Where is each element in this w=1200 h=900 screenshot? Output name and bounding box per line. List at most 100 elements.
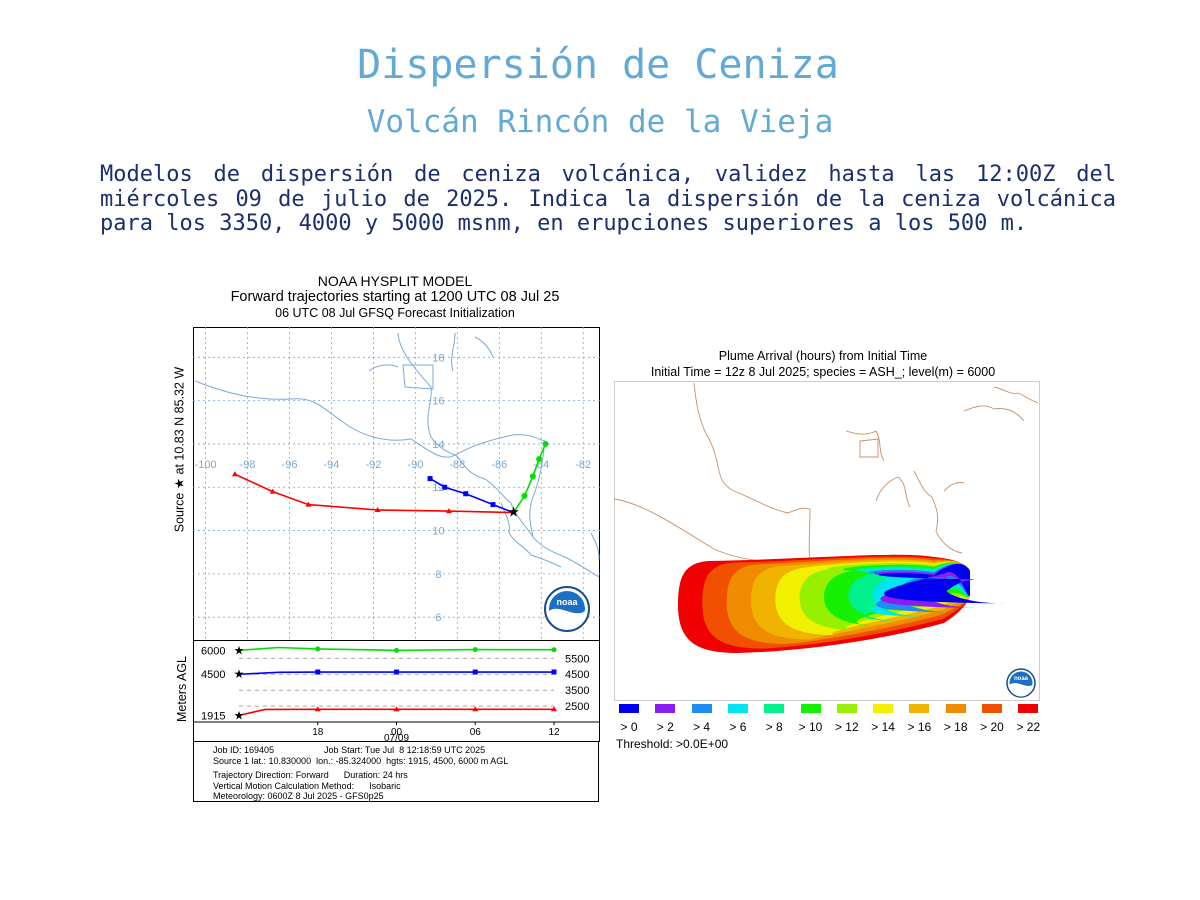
height-line: [238, 671, 554, 676]
legend-label: > 18: [943, 720, 968, 734]
trajectory-map: -100 -98 -96 -94 -92 -90 -88 -86 -84 -82181614121…: [193, 327, 600, 641]
info-line-1: Job ID: 169405 Job Start: Tue Jul 8 12:1…: [213, 745, 486, 755]
trajectory-marker: [542, 440, 549, 447]
height-left-tick: 6000: [201, 645, 225, 657]
trajectory-marker: [521, 492, 528, 499]
trajectory-info-box: Job ID: 169405 Job Start: Tue Jul 8 12:1…: [193, 741, 599, 802]
plume-subtitle: Initial Time = 12z 8 Jul 2025; species =…: [650, 365, 996, 379]
legend-label: > 16: [907, 720, 932, 734]
plume-band: [878, 564, 1006, 604]
map-lat-tick: 16: [432, 396, 444, 408]
source-star-icon: ★: [507, 505, 520, 521]
info-line-5: Meteorology: 0600Z 8 Jul 2025 - GFS0p25: [213, 791, 384, 801]
trajectory-header-line1: NOAA HYSPLIT MODEL: [317, 273, 473, 289]
legend-label: > 20: [980, 720, 1004, 734]
trajectory-map-coastline: [194, 332, 600, 578]
height-source-star-icon: ★: [234, 708, 245, 722]
legend-label: > 8: [765, 720, 783, 734]
map-lat-tick: 6: [435, 612, 441, 624]
legend-label: > 22: [1016, 720, 1041, 734]
legend-swatch: [764, 704, 785, 713]
legend-swatch: [655, 704, 676, 713]
height-marker: [394, 669, 399, 675]
description-text: Modelos de dispersión de ceniza volcánic…: [100, 162, 1116, 236]
legend-label: > 6: [729, 720, 747, 734]
map-lon-tick: -92: [365, 459, 381, 471]
trajectory-figure-header: NOAA HYSPLIT MODEL Forward trajectories …: [193, 273, 597, 321]
legend-label: > 0: [620, 720, 638, 734]
map-lat-tick: 18: [432, 352, 444, 364]
noaa-logo-plume: noaa: [1006, 668, 1036, 698]
height-right-tick: 3500: [565, 685, 589, 697]
legend-swatch: [619, 704, 639, 713]
height-source-star-icon: ★: [234, 643, 245, 657]
trajectory-marker: [442, 484, 448, 490]
height-chart-lines: ★ ★ ★: [234, 643, 557, 722]
height-marker: [394, 647, 399, 653]
legend-swatch: [727, 704, 748, 713]
map-lon-tick: -100: [195, 459, 217, 471]
noaa-logo-plume-text: noaa: [1014, 676, 1029, 682]
map-lon-tick: -82: [575, 459, 591, 471]
map-lat-tick: 10: [432, 526, 444, 538]
height-line: [238, 708, 554, 717]
height-marker: [551, 647, 557, 653]
trajectory-marker: [305, 501, 312, 507]
height-marker: [472, 647, 478, 653]
trajectory-marker: [445, 508, 452, 514]
legend-swatch: [800, 704, 821, 713]
legend-label: > 4: [693, 720, 711, 734]
trajectory-marker: [536, 456, 543, 463]
legend-swatch: [1018, 704, 1039, 713]
threshold-label: Threshold: >0.0E+00: [616, 737, 729, 751]
height-source-star-icon: ★: [234, 667, 245, 681]
trajectory-lines: [231, 440, 549, 514]
height-marker: [314, 706, 321, 712]
legend-label: > 2: [656, 720, 674, 734]
plume-legend: > 0 > 2 > 4 > 6 > 8 > 10 > 12 > 14 > 16 > 18 > 20 >…: [616, 704, 1046, 744]
height-left-tick: 4500: [201, 669, 225, 681]
legend-swatch: [945, 704, 966, 713]
plume-figure-header: Plume Arrival (hours) from Initial Time …: [614, 348, 1032, 380]
height-axis-label: Meters AGL: [175, 656, 189, 722]
height-line: [238, 646, 555, 652]
height-right-ticks: 5500 4500 3500 2500: [565, 653, 589, 713]
plume-bands: [678, 554, 1006, 653]
trajectory-marker: [490, 502, 496, 508]
legend-label: > 10: [798, 720, 823, 734]
info-line-2: Source 1 lat.: 10.830000 lon.: -85.32400…: [213, 755, 509, 766]
source-side-label: Source ★ at 10.83 N 85.32 W: [172, 366, 187, 533]
map-lon-tick: -86: [491, 459, 507, 471]
page-subtitle: Volcán Rincón de la Vieja: [366, 104, 834, 140]
height-x-tick: 18: [312, 727, 324, 738]
height-marker: [551, 669, 557, 675]
height-x-tick: 12: [548, 727, 560, 738]
legend-swatch: [909, 704, 930, 713]
height-x-ticks: 18 00 06 12 07/09: [312, 722, 560, 742]
legend-label: > 14: [871, 720, 895, 734]
legend-swatch: [836, 704, 857, 713]
noaa-logo: noaa: [544, 586, 590, 632]
legend-swatch: [982, 704, 1002, 713]
trajectory-map-grid: -100 -98 -96 -94 -92 -90 -88 -86 -84 -82181614121…: [193, 327, 600, 641]
noaa-logo-text: noaa: [556, 597, 578, 607]
trajectory-marker: [231, 471, 238, 477]
map-lon-tick: -90: [407, 459, 423, 471]
height-right-tick: 5500: [565, 653, 589, 665]
trajectory-marker: [374, 506, 381, 512]
legend-swatch: [691, 704, 712, 713]
map-lon-tick: -96: [282, 459, 298, 471]
height-marker: [315, 669, 321, 675]
map-lon-tick: -98: [240, 459, 256, 471]
height-marker: [393, 706, 400, 712]
trajectory-height-chart: ★ ★ ★ 6000 4500 1915 5500 4500 3500 2500 18 00 06…: [193, 640, 600, 742]
height-left-ticks: 6000 4500 1915: [201, 645, 225, 722]
trajectory-marker: [427, 476, 433, 482]
trajectory-marker: [269, 488, 276, 494]
height-marker: [315, 646, 321, 652]
height-x-tick: 06: [470, 727, 482, 738]
height-marker: [551, 706, 557, 712]
map-lon-tick: -94: [324, 459, 340, 471]
info-line-3: Trajectory Direction: Forward Duration: …: [213, 770, 408, 780]
legend-label: > 12: [834, 720, 859, 734]
